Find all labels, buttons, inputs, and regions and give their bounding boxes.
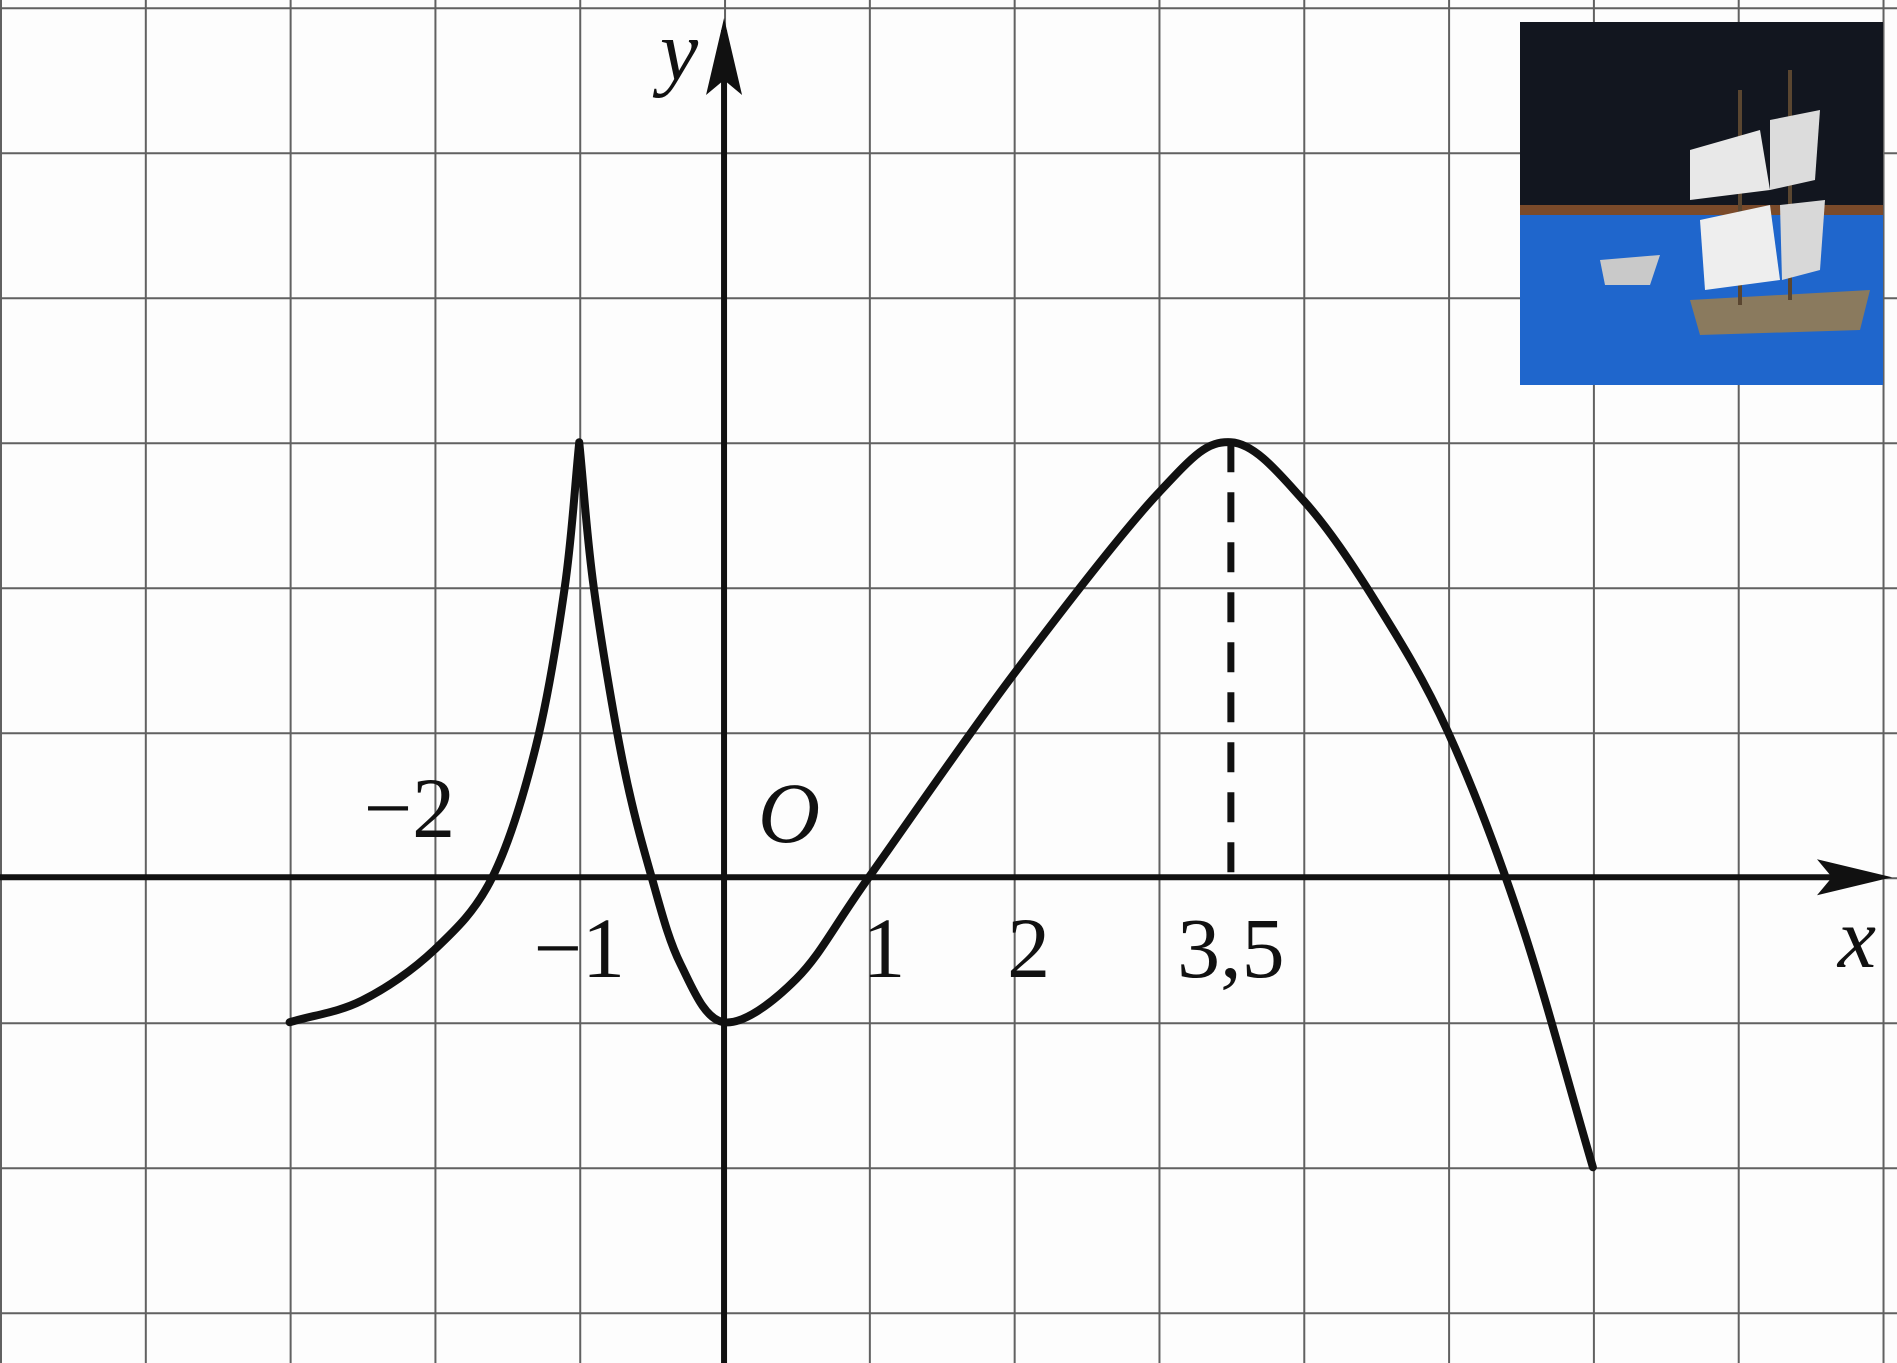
chart: x y O −2 −1 1 2 3,5 [0, 0, 1897, 1363]
ship-picture [1520, 22, 1883, 385]
x-tick-label: −1 [533, 900, 625, 996]
x-tick-label: 2 [1007, 900, 1050, 996]
x-axis-label: x [1836, 890, 1876, 986]
x-tick-label: −2 [364, 760, 456, 856]
origin-label: O [758, 765, 820, 861]
x-tick-label: 1 [862, 900, 905, 996]
y-axis-label: y [652, 3, 699, 99]
page: {"chart_data": { "type": "line", "xlabel… [0, 0, 1897, 1363]
x-tick-label: 3,5 [1177, 900, 1285, 996]
